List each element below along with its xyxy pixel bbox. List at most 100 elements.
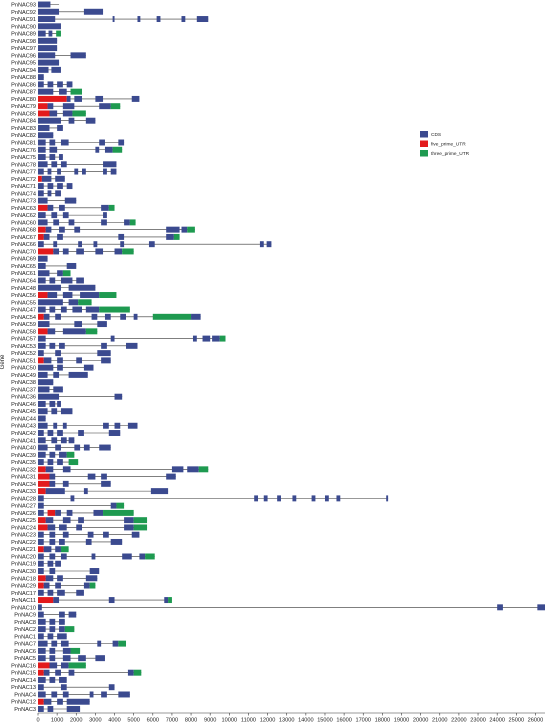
utr3-block-pnnac6-3 xyxy=(70,647,81,654)
gene-row-pnnac27 xyxy=(38,502,125,509)
cds-block-pnnac82-0 xyxy=(38,132,54,139)
utr5-block-pnnac68-0 xyxy=(38,226,46,233)
cds-block-pnnac15-4 xyxy=(127,669,134,676)
gene-row-pnnac83 xyxy=(38,124,63,131)
x-tick-label-19000: 19000 xyxy=(394,718,410,724)
utr3-block-pnnac63-4 xyxy=(108,204,115,211)
cds-block-pnnac84-0 xyxy=(38,117,61,124)
gene-row-pnnac39 xyxy=(38,451,75,458)
cds-block-pnnac42-1 xyxy=(47,430,54,436)
cds-block-pnnac22-3 xyxy=(85,538,92,545)
gene-label-pnnac23: PnNAC23 xyxy=(11,533,36,539)
cds-block-pnnac60-4 xyxy=(124,219,130,226)
cds-block-pnnac72-1 xyxy=(41,175,52,182)
x-tick-label-13000: 13000 xyxy=(279,718,295,724)
gene-row-pnnac84 xyxy=(38,117,96,124)
gene-row-pnnac22 xyxy=(38,538,123,545)
cds-block-pnnac56-3 xyxy=(80,292,100,298)
x-tick-label-11000: 11000 xyxy=(241,718,256,724)
cds-block-pnnac63-2 xyxy=(59,204,65,211)
cds-block-pnnac33-2 xyxy=(83,488,88,495)
cds-block-pnnac66-7 xyxy=(266,241,272,248)
utr5-block-pnnac16-0 xyxy=(38,662,50,669)
cds-block-pnnac66-5 xyxy=(148,241,155,248)
utr3-block-pnnac87-2 xyxy=(70,88,83,95)
utr3-block-pnnac11-4 xyxy=(168,597,172,604)
cds-block-pnnac39-1 xyxy=(49,451,56,458)
cds-block-pnnac90-0 xyxy=(38,23,61,30)
cds-block-pnnac64-3 xyxy=(76,277,84,284)
gene-label-pnnac65: PnNAC65 xyxy=(11,264,36,270)
cds-block-pnnac11-3 xyxy=(164,597,169,604)
cds-block-pnnac78-0 xyxy=(38,161,48,168)
cds-block-pnnac91-1 xyxy=(112,16,115,23)
cds-block-pnnac3-2 xyxy=(66,706,81,712)
cds-block-pnnac65-0 xyxy=(38,262,46,269)
gene-row-pnnac88 xyxy=(38,74,44,81)
gene-label-pnnac2: PnNAC2 xyxy=(14,627,36,633)
gene-label-pnnac79: PnNAC79 xyxy=(11,104,36,110)
cds-block-pnnac85-2 xyxy=(62,110,73,117)
gene-label-pnnac34: PnNAC34 xyxy=(11,482,36,488)
gene-label-pnnac71: PnNAC71 xyxy=(11,184,36,190)
cds-block-pnnac20-5 xyxy=(139,553,146,560)
gene-row-pnnac26 xyxy=(38,509,134,516)
x-tick-label-24000: 24000 xyxy=(489,718,505,724)
utr3-block-pnnac58-3 xyxy=(85,328,98,335)
x-tick-label-9000: 9000 xyxy=(204,718,216,724)
gene-row-pnnac6 xyxy=(38,647,81,654)
cds-block-pnnac68-1 xyxy=(45,226,52,233)
utr5-block-pnnac63-0 xyxy=(38,204,48,211)
gene-row-pnnac48 xyxy=(38,284,96,291)
gene-row-pnnac75 xyxy=(38,154,63,160)
gene-row-pnnac79 xyxy=(38,103,121,110)
gene-row-pnnac18 xyxy=(38,575,98,582)
cds-block-pnnac67-2 xyxy=(57,233,63,240)
legend-swatch-three-prime-utr xyxy=(420,150,428,157)
gene-label-pnnac32: PnNAC32 xyxy=(11,467,36,473)
gene-row-pnnac92 xyxy=(38,8,104,15)
x-tick-label-23000: 23000 xyxy=(470,718,486,724)
x-tick-label-20000: 20000 xyxy=(413,718,429,724)
cds-block-pnnac28-6 xyxy=(311,495,316,502)
gene-row-pnnac94 xyxy=(38,66,61,73)
x-tick-label-17000: 17000 xyxy=(355,718,371,724)
cds-block-pnnac67-4 xyxy=(166,233,174,240)
gene-label-pnnac56: PnNAC56 xyxy=(11,293,36,299)
cds-block-pnnac17-1 xyxy=(47,589,54,596)
cds-block-pnnac39-2 xyxy=(59,451,67,458)
utr3-block-pnnac32-5 xyxy=(198,466,209,473)
gene-label-pnnac8: PnNAC8 xyxy=(14,620,36,626)
plot-area xyxy=(38,1,545,712)
cds-block-pnnac29-3 xyxy=(83,582,90,589)
cds-block-pnnac24-1 xyxy=(47,524,56,531)
cds-block-pnnac10-2 xyxy=(537,604,545,611)
gene-label-pnnac74: PnNAC74 xyxy=(11,191,36,197)
cds-block-pnnac84-1 xyxy=(68,117,75,124)
cds-block-pnnac42-3 xyxy=(78,430,84,436)
utr5-block-pnnac70-0 xyxy=(38,248,54,255)
x-tick-label-12000: 12000 xyxy=(260,718,276,724)
cds-block-pnnac62-0 xyxy=(38,212,46,219)
cds-block-pnnac54-3 xyxy=(91,313,98,320)
cds-block-pnnac69-0 xyxy=(38,255,48,262)
utr3-block-pnnac89-2 xyxy=(56,30,61,37)
gene-row-pnnac56 xyxy=(38,292,117,298)
utr5-block-pnnac24-0 xyxy=(38,524,48,531)
gene-row-pnnac2 xyxy=(38,626,75,633)
cds-block-pnnac12-1 xyxy=(43,698,52,705)
cds-block-pnnac12-3 xyxy=(66,698,90,705)
gene-label-pnnac13: PnNAC13 xyxy=(11,685,36,691)
cds-block-pnnac77-2 xyxy=(57,168,61,175)
gene-label-pnnac20: PnNAC20 xyxy=(11,554,36,560)
gene-label-pnnac67: PnNAC67 xyxy=(11,235,36,241)
gene-label-pnnac4: PnNAC4 xyxy=(14,692,36,698)
cds-block-pnnac20-1 xyxy=(49,553,56,560)
cds-block-pnnac22-0 xyxy=(38,538,44,545)
gene-row-pnnac47 xyxy=(38,306,130,313)
cds-block-pnnac2-2 xyxy=(59,626,65,633)
cds-block-pnnac43-2 xyxy=(62,422,67,429)
utr5-block-pnnac31-0 xyxy=(38,473,50,480)
legend-label-five-prime-utr: five_prime_UTR xyxy=(431,142,466,148)
gene-row-pnnac69 xyxy=(38,255,48,262)
